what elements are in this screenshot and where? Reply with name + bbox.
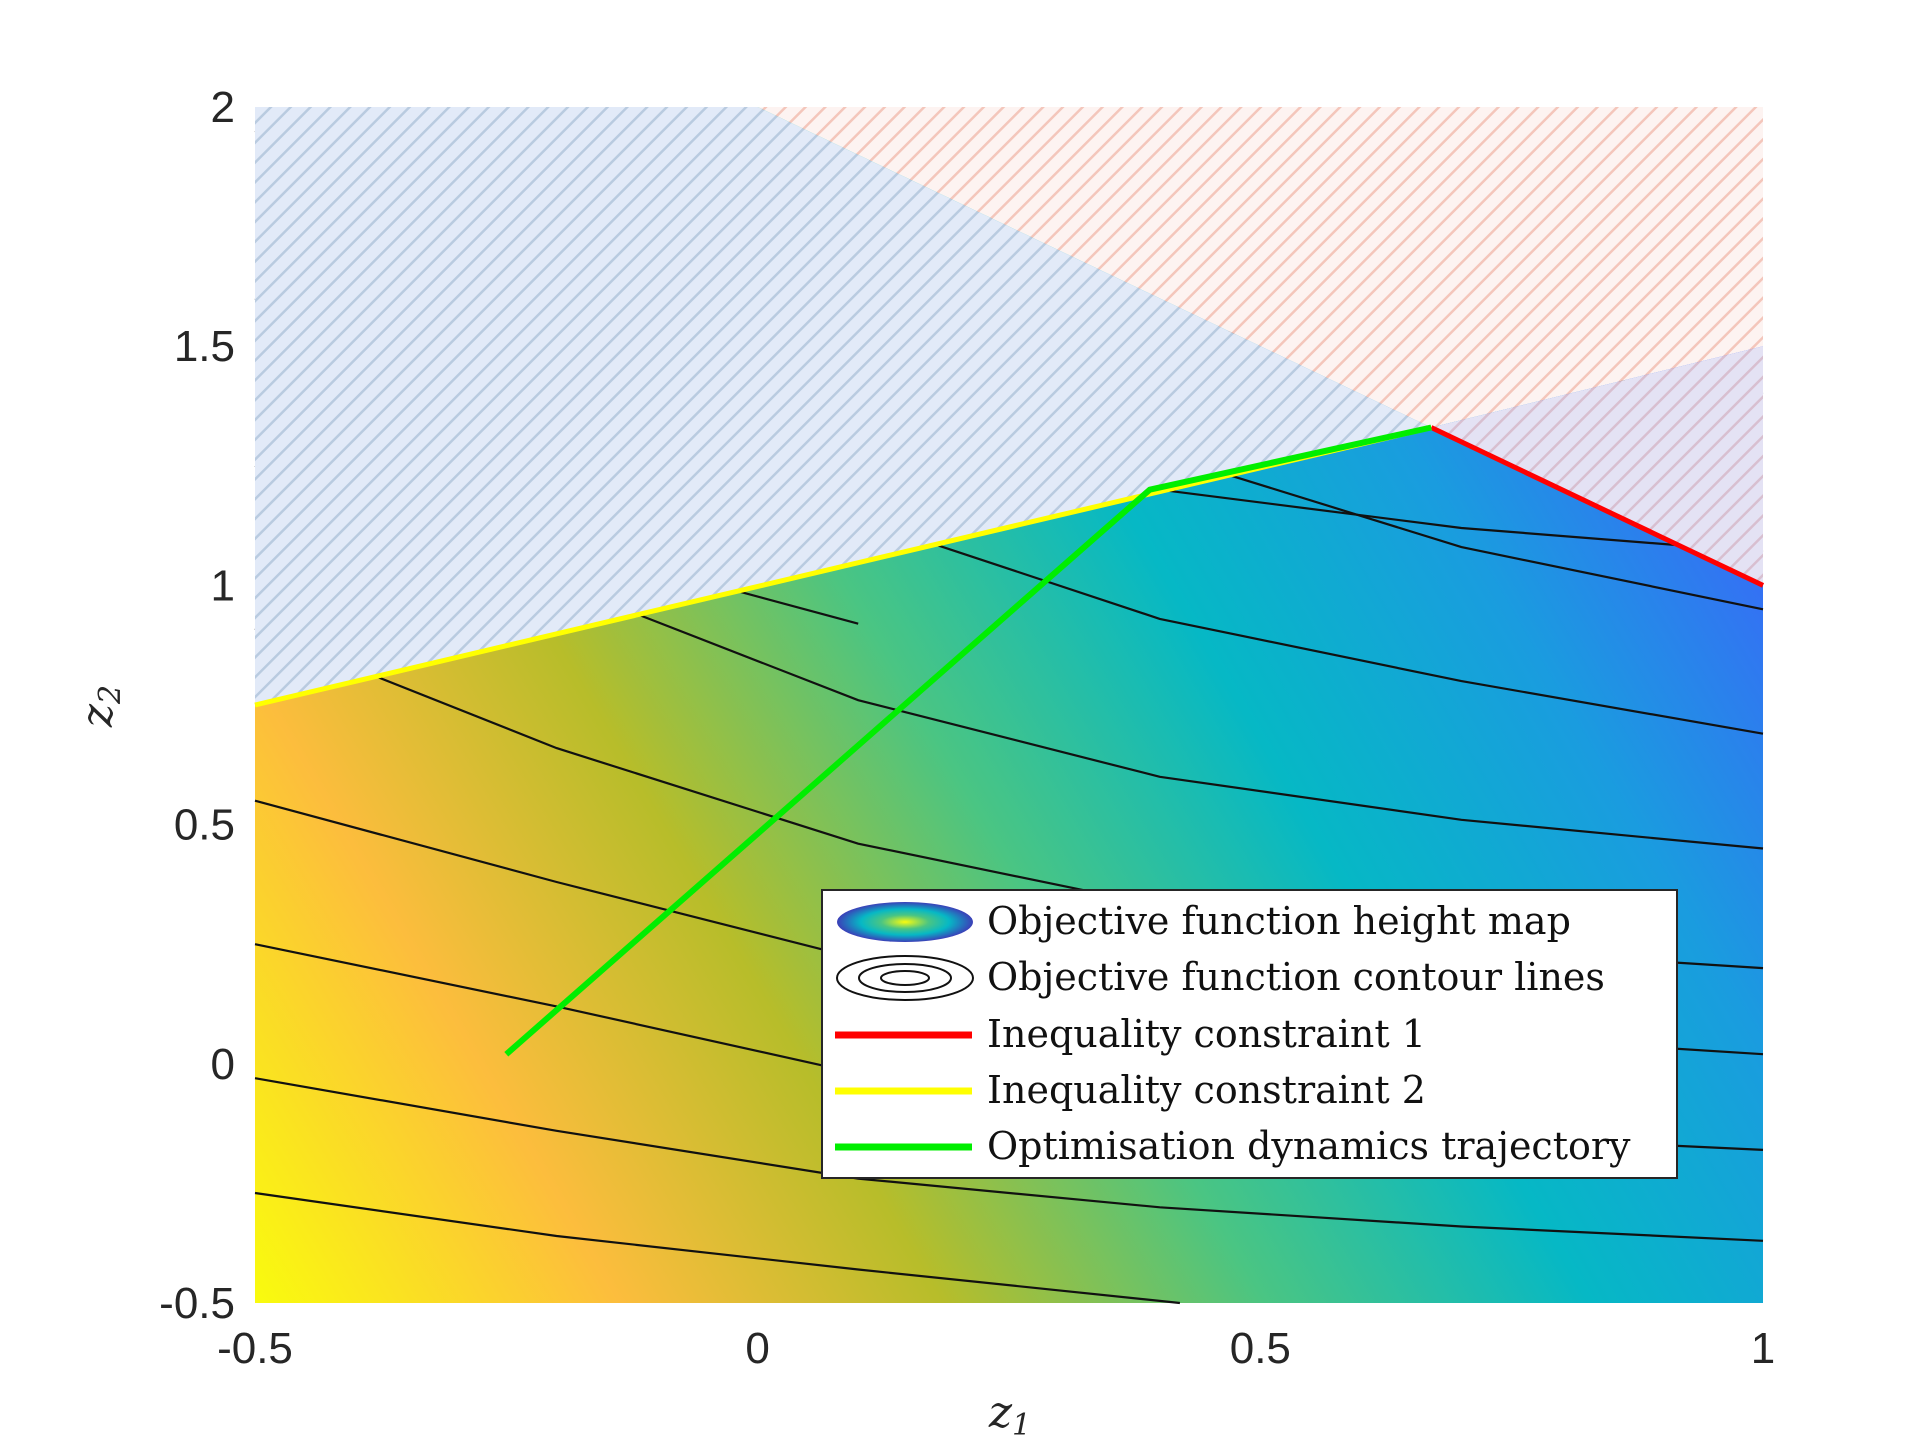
- legend-entry-trajectory: Optimisation dynamics trajectory: [835, 1124, 1631, 1168]
- legend-label-height-map: Objective function height map: [987, 899, 1571, 943]
- y-axis-label: z2: [72, 685, 128, 728]
- contour-line-5: [254, 1191, 1181, 1305]
- y-tick-label: 1: [211, 561, 235, 610]
- x-tick-label: 0: [745, 1324, 769, 1373]
- legend-label-contour-lines: Objective function contour lines: [987, 955, 1605, 999]
- legend-entry-constraint-1: Inequality constraint 1: [835, 1012, 1426, 1056]
- y-tick-label: -0.5: [159, 1279, 235, 1328]
- contour-line-6: [636, 613, 1764, 850]
- x-tick-label: 0.5: [1230, 1324, 1291, 1373]
- x-axis-label: z1: [988, 1387, 1031, 1443]
- contour-line-4: [254, 1077, 1764, 1242]
- y-axis-label-subscript: 2: [93, 685, 128, 705]
- x-axis-ticks: -0.5 0 0.5 1: [217, 1324, 1775, 1373]
- optimisation-trajectory-line: [504, 424, 1432, 1057]
- x-tick-label: -0.5: [217, 1324, 293, 1373]
- legend-label-constraint-2: Inequality constraint 2: [987, 1068, 1426, 1112]
- inequality-constraint-1-line: [1430, 425, 1765, 588]
- x-axis-label-subscript: 1: [1012, 1408, 1031, 1443]
- contour-line-8: [1229, 474, 1764, 611]
- infeasible-region-both-constraints: [1431, 346, 1763, 586]
- y-tick-label: 1.5: [174, 322, 235, 371]
- y-tick-label: 0: [211, 1040, 235, 1089]
- legend: Objective function height map Objective …: [821, 889, 1678, 1179]
- legend-heatmap-swatch-icon: [837, 902, 973, 942]
- y-axis-label-main: z: [72, 703, 123, 728]
- y-tick-label: 2: [211, 83, 235, 132]
- x-axis-label-main: z: [988, 1387, 1013, 1438]
- legend-label-constraint-1: Inequality constraint 1: [987, 1012, 1426, 1056]
- infeasible-region-constraint-2: [255, 107, 1432, 705]
- legend-entry-height-map: Objective function height map: [837, 899, 1571, 943]
- y-tick-label: 0.5: [174, 801, 235, 850]
- x-tick-label: 1: [1751, 1324, 1775, 1373]
- infeasible-region-constraint-1: [757, 107, 1763, 428]
- legend-contour-swatch-icon: [836, 955, 974, 1001]
- legend-label-trajectory: Optimisation dynamics trajectory: [987, 1124, 1631, 1168]
- y-axis-ticks: -0.5 0 0.5 1 1.5 2: [159, 83, 235, 1328]
- legend-entry-contour-lines: Objective function contour lines: [836, 955, 1605, 1001]
- legend-entry-constraint-2: Inequality constraint 2: [835, 1068, 1426, 1112]
